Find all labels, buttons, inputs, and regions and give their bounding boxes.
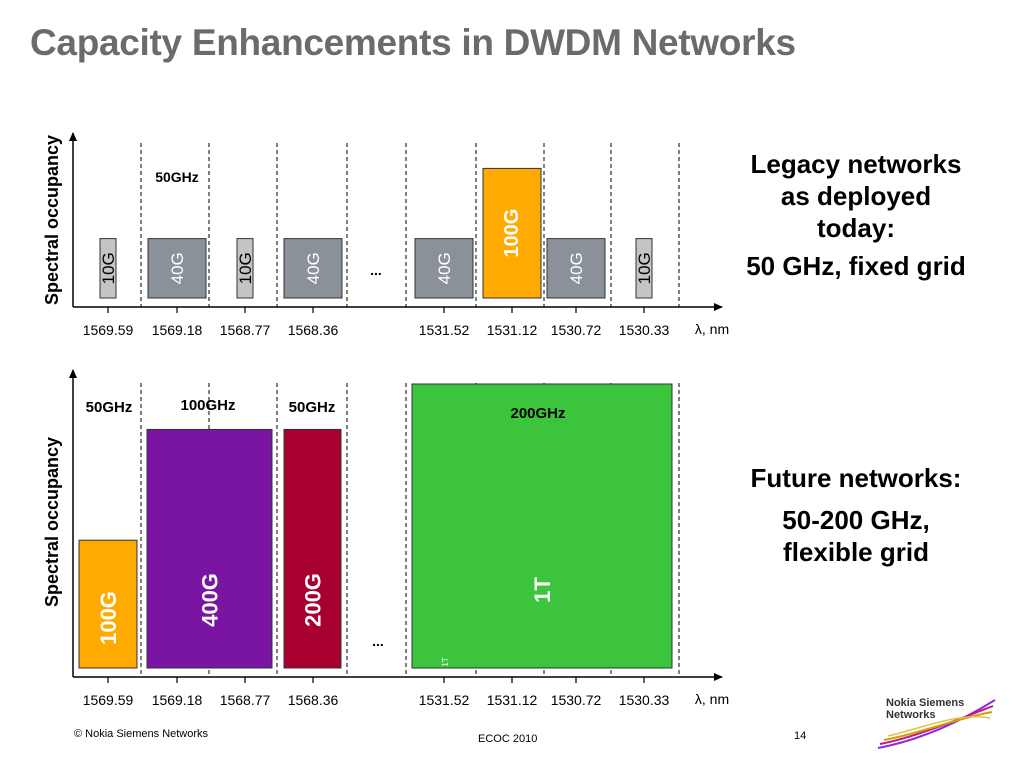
slide-title: Capacity Enhancements in DWDM Networks [30,22,796,63]
x-tick-label: 1568.77 [220,322,271,338]
legacy-panel: 10G 40G 10G 40G 40G 100G 40G 10G 1569.59 1569.18… [42,132,729,338]
legacy-description: Legacy networks as deployed today: [750,149,962,243]
legacy-ellipsis: ... [370,262,382,278]
legacy-grid-dividers [140,143,680,307]
legacy-channel-label: 10G [635,252,654,284]
future-channel-bar [78,539,138,669]
legacy-channel-label: 40G [435,252,454,284]
x-tick-label: 1568.36 [288,322,339,338]
future-channel-label: 1T [530,577,555,603]
x-tick-label: 1531.12 [487,692,538,708]
legacy-y-axis-label: Spectral occupancy [42,135,62,305]
future-channel-bar [146,428,273,669]
legacy-channel-label: 10G [99,252,118,284]
x-tick-label: 1531.52 [419,692,470,708]
legacy-channel-bar [99,238,117,299]
future-x-ticks: 1569.59 1569.18 1568.77 1568.36 1531.52 1531.… [83,677,670,708]
legacy-channel-label: 40G [567,252,586,284]
future-x-unit: λ, nm [695,691,729,707]
x-tick-label: 1531.52 [419,322,470,338]
x-tick-label: 1568.77 [220,692,271,708]
future-panel: 100G 400G 200G 1T 1569.59 1569.18 1568.77 1568… [42,369,729,708]
future-channel-label: 200G [301,573,326,627]
x-tick-label: 1531.12 [487,322,538,338]
future-channel-label: 400G [198,573,223,627]
x-tick-label: 1530.33 [619,322,670,338]
future-channel-label: 100G [96,591,121,645]
legacy-channel-label: 10G [236,252,255,284]
legacy-channel-bar [414,238,474,299]
legacy-channel-bar [236,238,254,299]
future-grid-type: 50-200 GHz, flexible grid [782,505,930,567]
future-y-axis-label: Spectral occupancy [42,437,62,607]
footer-copyright: © Nokia Siemens Networks [74,728,209,740]
x-tick-label: 1530.72 [551,692,602,708]
legacy-channel-bar [283,238,343,299]
legacy-channel-bar [482,167,542,299]
legacy-channel-label: 100G [501,209,523,258]
legacy-spacing-label: 50GHz [155,169,199,185]
future-ellipsis: ... [372,633,384,649]
future-description: Future networks: [750,463,962,493]
footer-page-number: 14 [794,730,807,742]
x-tick-label: 1530.72 [551,322,602,338]
legacy-grid-type: 50 GHz, fixed grid [746,251,966,281]
future-small-mark: 1T [441,657,450,666]
future-spacing-label: 50GHz [86,399,133,416]
future-spacing-label: 200GHz [510,405,565,422]
future-spacing-label: 100GHz [180,397,235,414]
future-spacing-labels: 50GHz 100GHz 50GHz 200GHz [86,397,566,422]
legacy-x-ticks: 1569.59 1569.18 1568.77 1568.36 1531.52 1531.… [83,307,670,338]
legacy-channels: 10G 40G 10G 40G 40G 100G 40G 10G [99,167,654,299]
company-logo: Nokia Siemens Networks [886,697,965,721]
logo-swoosh-icon [877,699,996,749]
x-tick-label: 1569.18 [152,322,203,338]
x-tick-label: 1569.59 [83,322,134,338]
future-channel-bar [411,383,673,669]
future-spacing-label: 50GHz [289,399,336,416]
legacy-x-unit: λ, nm [695,321,729,337]
future-channel-bar [283,428,342,669]
legacy-channel-label: 40G [168,252,187,284]
legacy-channel-bar [635,238,653,299]
footer-event: ECOC 2010 [478,733,538,745]
x-tick-label: 1569.59 [83,692,134,708]
future-channels: 100G 400G 200G 1T [78,383,673,669]
legacy-channel-bar [147,238,207,299]
x-tick-label: 1568.36 [288,692,339,708]
x-tick-label: 1569.18 [152,692,203,708]
legacy-channel-bar [546,238,606,299]
x-tick-label: 1530.33 [619,692,670,708]
legacy-channel-label: 40G [304,252,323,284]
